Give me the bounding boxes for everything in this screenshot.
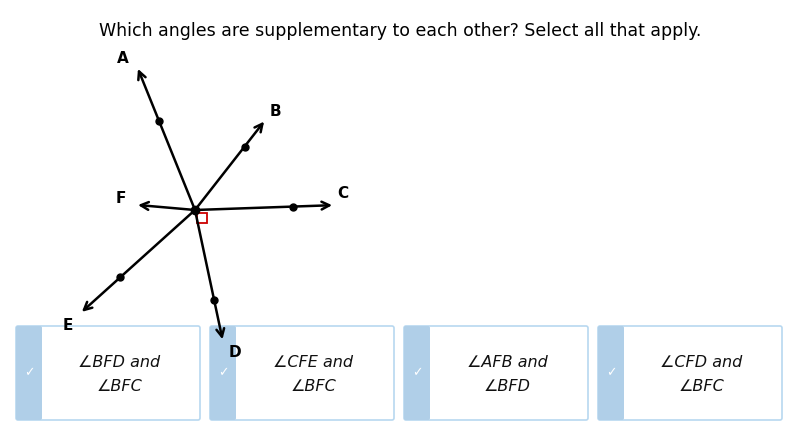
Text: ∠BFC: ∠BFC xyxy=(96,379,142,394)
Text: ∠CFE and: ∠CFE and xyxy=(273,355,353,370)
Text: C: C xyxy=(338,186,349,200)
Text: ∠BFC: ∠BFC xyxy=(290,379,336,394)
Text: ∠CFD and: ∠CFD and xyxy=(660,355,742,370)
Text: ✓: ✓ xyxy=(24,366,34,379)
Text: ✓: ✓ xyxy=(606,366,616,379)
FancyBboxPatch shape xyxy=(598,326,624,420)
Text: ∠BFC: ∠BFC xyxy=(678,379,724,394)
FancyBboxPatch shape xyxy=(210,326,394,420)
Text: A: A xyxy=(117,51,129,66)
Text: ✓: ✓ xyxy=(412,366,422,379)
FancyBboxPatch shape xyxy=(404,326,430,420)
Text: Which angles are supplementary to each other? Select all that apply.: Which angles are supplementary to each o… xyxy=(99,22,701,40)
Text: F: F xyxy=(116,191,126,206)
Text: ∠BFD: ∠BFD xyxy=(483,379,530,394)
FancyBboxPatch shape xyxy=(598,326,782,420)
Text: E: E xyxy=(62,318,73,333)
Text: B: B xyxy=(270,104,282,119)
FancyBboxPatch shape xyxy=(16,326,200,420)
Text: D: D xyxy=(229,345,242,359)
Text: ∠BFD and: ∠BFD and xyxy=(78,355,160,370)
Text: ✓: ✓ xyxy=(218,366,228,379)
FancyBboxPatch shape xyxy=(210,326,236,420)
Bar xyxy=(197,213,207,223)
FancyBboxPatch shape xyxy=(16,326,42,420)
Text: ∠AFB and: ∠AFB and xyxy=(466,355,547,370)
FancyBboxPatch shape xyxy=(404,326,588,420)
